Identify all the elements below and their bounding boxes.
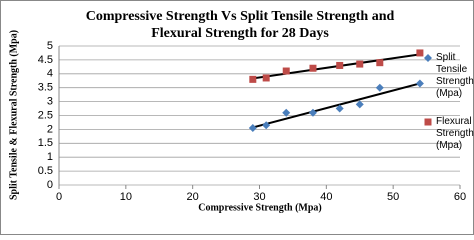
point xyxy=(262,74,270,82)
x-tick-label: 40 xyxy=(320,191,332,203)
point xyxy=(336,61,344,69)
y-tick-label: 3 xyxy=(47,96,53,108)
chart-container: Compressive Strength Vs Split Tensile St… xyxy=(0,0,474,235)
legend-marker xyxy=(424,54,432,62)
y-axis-label: Split Tensile & Flexural Strength (Mpa) xyxy=(8,30,19,200)
point xyxy=(282,67,290,75)
point xyxy=(249,75,257,83)
y-tick-label: 1.5 xyxy=(38,137,53,149)
point xyxy=(356,60,364,68)
x-tick-label: 30 xyxy=(253,191,265,203)
x-tick-label: 10 xyxy=(120,191,132,203)
x-tick-label: 60 xyxy=(454,191,466,203)
y-tick-label: 4 xyxy=(47,68,53,80)
point xyxy=(309,64,317,72)
y-tick-label: 4.5 xyxy=(38,54,53,66)
y-tick-label: 0.5 xyxy=(38,165,53,177)
point xyxy=(335,104,344,113)
y-tick-label: 0 xyxy=(47,179,53,191)
point xyxy=(308,108,317,117)
y-tick-label: 3.5 xyxy=(38,82,53,94)
point xyxy=(282,108,291,117)
x-tick-label: 50 xyxy=(387,191,399,203)
legend-label: Split Tensile Strength (Mpa) xyxy=(436,52,474,99)
x-axis-label: Compressive Strength (Mpa) xyxy=(198,202,322,213)
x-tick-label: 20 xyxy=(187,191,199,203)
legend-marker xyxy=(424,118,432,126)
trend-line xyxy=(252,82,421,129)
point xyxy=(376,59,384,67)
point xyxy=(415,79,424,88)
chart-border xyxy=(0,0,474,235)
chart-title: Flexural Strength for 28 Days xyxy=(151,26,329,41)
point xyxy=(375,83,384,92)
chart-title: Compressive Strength Vs Split Tensile St… xyxy=(86,9,395,24)
x-tick-label: 0 xyxy=(56,191,62,203)
point xyxy=(355,100,364,109)
chart: Compressive Strength Vs Split Tensile St… xyxy=(0,0,474,235)
point xyxy=(416,49,424,57)
y-tick-label: 1 xyxy=(47,151,53,163)
point xyxy=(262,121,271,130)
y-tick-label: 5 xyxy=(47,40,53,52)
legend-label: Flexural Strength (Mpa) xyxy=(436,116,474,151)
y-tick-label: 2.5 xyxy=(38,109,53,121)
y-tick-label: 2 xyxy=(47,123,53,135)
point xyxy=(248,124,257,133)
